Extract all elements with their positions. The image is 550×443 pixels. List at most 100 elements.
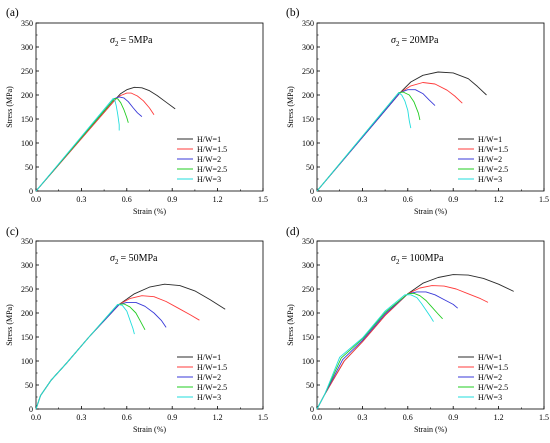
legend-label: H/W=3 <box>478 175 502 184</box>
legend-label: H/W=1 <box>197 135 221 144</box>
chart-panel: 0.0 0.3 0.6 0.9 1.2 1.5 0 50 100 150 200 250 300 350 S… <box>5 7 268 216</box>
series-line <box>35 303 146 410</box>
y-tick-label: 300 <box>302 261 314 270</box>
confining-stress-label: σ2 = 100MPa <box>391 253 444 266</box>
x-tick-label: 1.2 <box>213 413 223 422</box>
chart-panel: 0.0 0.3 0.6 0.9 1.2 1.5 0 50 100 150 200 250 300 350 S… <box>5 226 268 434</box>
panel-label: (c) <box>6 226 19 238</box>
y-tick-label: 300 <box>302 43 314 52</box>
plot-frame <box>35 22 264 192</box>
x-tick-label: 0.0 <box>31 413 41 422</box>
y-tick-label: 100 <box>21 357 33 366</box>
legend-label: H/W=1 <box>478 353 502 362</box>
series-line <box>35 301 167 410</box>
legend-label: H/W=1 <box>478 135 502 144</box>
series-line <box>316 294 434 410</box>
legend-label: H/W=2 <box>197 155 221 164</box>
x-tick-label: 0.6 <box>403 413 413 422</box>
legend-label: H/W=1.5 <box>478 363 508 372</box>
panel-label: (b) <box>286 7 300 19</box>
series-line <box>35 97 129 192</box>
y-tick-label: 250 <box>302 67 314 76</box>
y-axis-label: Stress (MPa) <box>286 304 295 346</box>
legend-label: H/W=3 <box>478 393 502 402</box>
panel-label: (a) <box>6 7 19 19</box>
x-axis-label: Strain (%) <box>133 207 166 216</box>
y-axis-label: Stress (MPa) <box>5 86 14 128</box>
series-line <box>35 97 120 192</box>
x-axis-label: Strain (%) <box>133 425 166 434</box>
y-tick-label: 0 <box>310 187 314 196</box>
plot-frame <box>35 240 264 410</box>
x-tick-label: 0.6 <box>122 413 132 422</box>
x-tick-label: 0.3 <box>357 195 367 204</box>
legend-label: H/W=2 <box>478 155 502 164</box>
series-line <box>316 292 443 410</box>
x-axis-label: Strain (%) <box>414 425 447 434</box>
x-tick-label: 0.0 <box>31 195 41 204</box>
x-tick-label: 1.2 <box>494 413 504 422</box>
x-tick-label: 1.5 <box>258 195 268 204</box>
x-tick-label: 0.9 <box>448 413 458 422</box>
x-tick-label: 1.2 <box>494 195 504 204</box>
legend-label: H/W=2 <box>478 373 502 382</box>
x-tick-label: 0.3 <box>76 195 86 204</box>
series-line <box>316 82 463 192</box>
y-tick-label: 300 <box>21 43 33 52</box>
legend-label: H/W=1.5 <box>197 363 227 372</box>
y-tick-label: 200 <box>21 91 33 100</box>
chart-panel: 0.0 0.3 0.6 0.9 1.2 1.5 0 50 100 150 200 250 300 350 S… <box>286 226 549 434</box>
series-line <box>35 92 155 192</box>
series-line <box>35 295 200 410</box>
y-tick-label: 300 <box>21 261 33 270</box>
y-tick-label: 150 <box>21 115 33 124</box>
legend-label: H/W=2.5 <box>478 165 508 174</box>
x-tick-label: 1.5 <box>539 413 549 422</box>
y-tick-label: 200 <box>302 91 314 100</box>
x-tick-label: 0.6 <box>403 195 413 204</box>
legend-label: H/W=1.5 <box>197 145 227 154</box>
series-line <box>316 285 489 410</box>
confining-stress-label: σ2 = 50MPa <box>110 253 158 266</box>
y-tick-label: 0 <box>310 405 314 414</box>
y-tick-label: 0 <box>29 187 33 196</box>
x-tick-label: 1.5 <box>258 413 268 422</box>
series-line <box>316 91 421 192</box>
y-tick-label: 50 <box>306 163 314 172</box>
x-tick-label: 0.3 <box>357 413 367 422</box>
y-axis-label: Stress (MPa) <box>5 304 14 346</box>
x-axis-label: Strain (%) <box>414 207 447 216</box>
y-tick-label: 0 <box>29 405 33 414</box>
x-tick-label: 0.9 <box>167 413 177 422</box>
y-tick-label: 250 <box>21 67 33 76</box>
y-tick-label: 50 <box>306 381 314 390</box>
y-tick-label: 350 <box>302 237 314 246</box>
series-line <box>316 71 487 192</box>
series-line <box>316 89 436 192</box>
y-tick-label: 350 <box>21 19 33 28</box>
series-line <box>316 291 458 410</box>
x-tick-label: 0.3 <box>76 413 86 422</box>
series-line <box>35 86 176 192</box>
series-line <box>35 96 143 192</box>
legend-label: H/W=1 <box>197 353 221 362</box>
y-tick-label: 50 <box>25 381 33 390</box>
y-tick-label: 350 <box>302 19 314 28</box>
panel-label: (d) <box>286 226 300 238</box>
plot-frame <box>316 22 545 192</box>
confining-stress-label: σ2 = 20MPa <box>391 35 439 48</box>
legend-label: H/W=2.5 <box>197 165 227 174</box>
legend-label: H/W=3 <box>197 393 221 402</box>
legend-label: H/W=1.5 <box>478 145 508 154</box>
y-tick-label: 100 <box>21 139 33 148</box>
y-tick-label: 100 <box>302 357 314 366</box>
series-line <box>35 303 135 410</box>
y-tick-label: 150 <box>21 333 33 342</box>
x-tick-label: 0.0 <box>312 413 322 422</box>
y-tick-label: 100 <box>302 139 314 148</box>
y-tick-label: 50 <box>25 163 33 172</box>
y-axis-label: Stress (MPa) <box>286 86 295 128</box>
confining-stress-label: σ2 = 5MPa <box>110 35 153 48</box>
x-tick-label: 0.9 <box>448 195 458 204</box>
